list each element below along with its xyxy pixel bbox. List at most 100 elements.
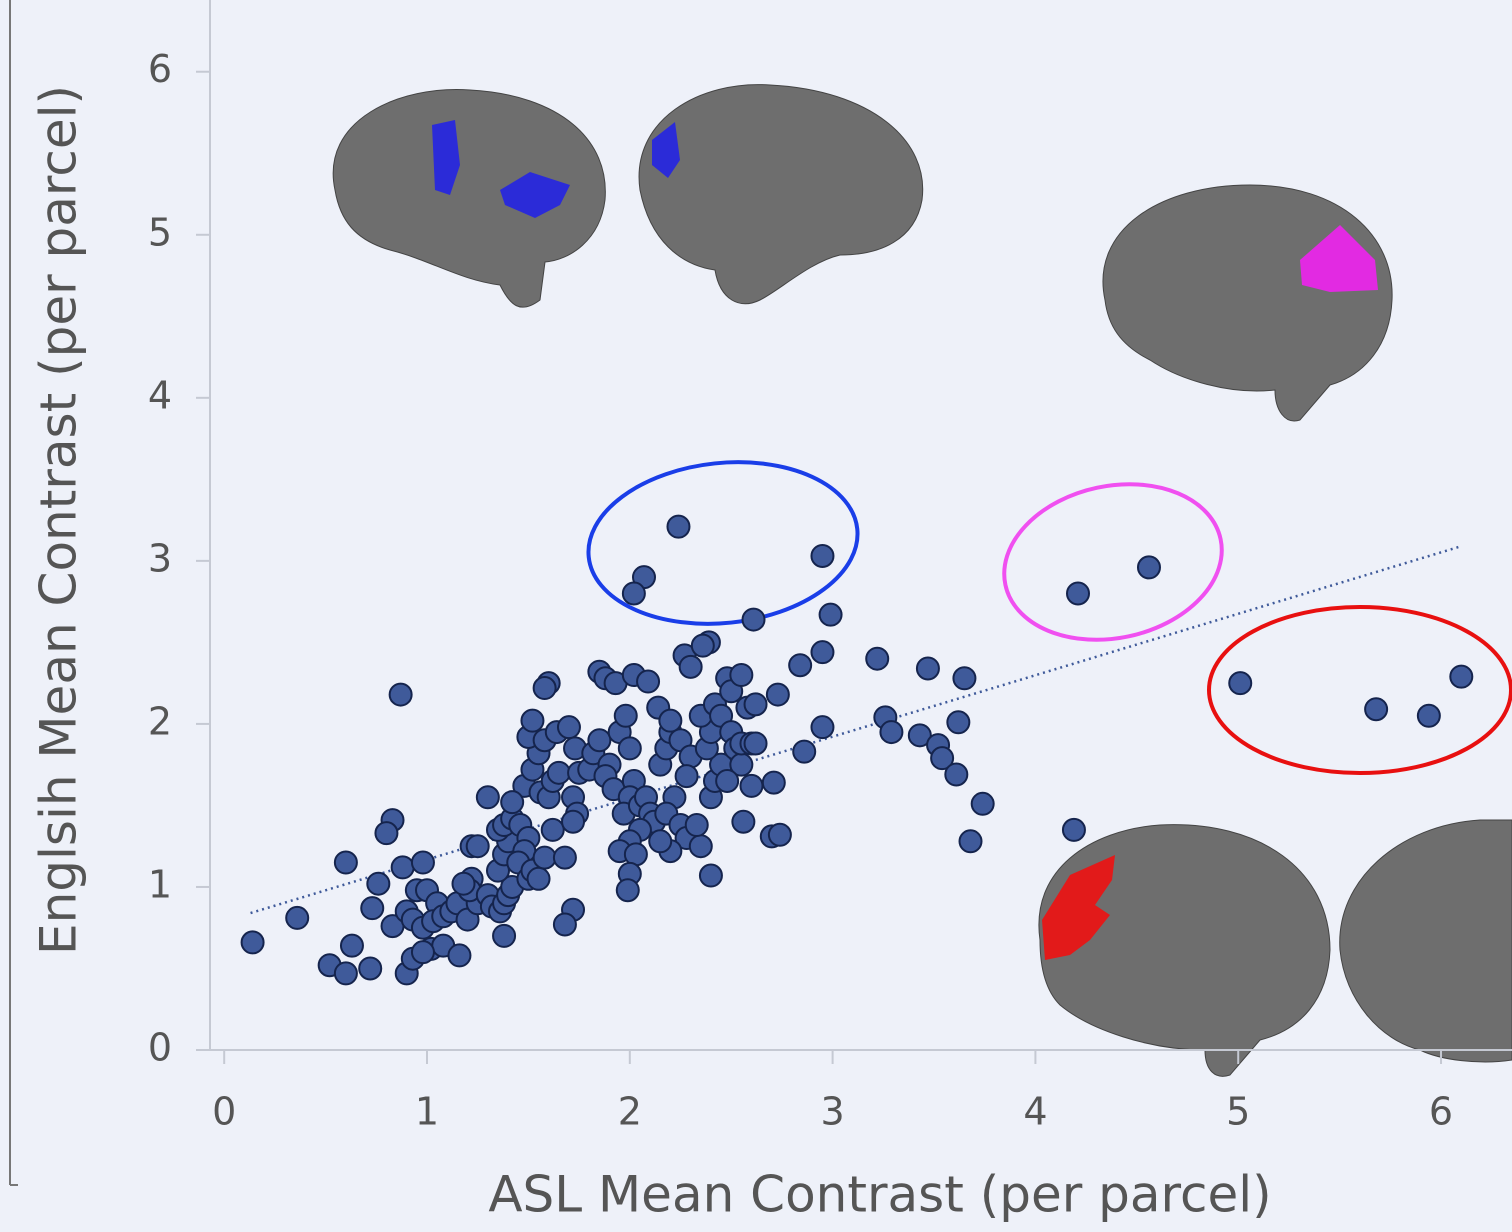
data-point <box>333 961 358 986</box>
y-tick-label: 2 <box>148 699 172 743</box>
data-point <box>1228 671 1253 696</box>
x-tick-label: 6 <box>1429 1090 1453 1134</box>
x-tick-label: 0 <box>212 1090 236 1134</box>
data-point <box>1449 664 1474 689</box>
y-axis-label: Englsih Mean Contrast (per parcel) <box>30 85 88 955</box>
data-point <box>360 896 385 921</box>
data-point <box>532 845 557 870</box>
data-point <box>333 850 358 875</box>
data-point <box>451 871 476 896</box>
highlight-ellipse <box>586 460 860 626</box>
data-point <box>743 692 768 717</box>
x-tick-label: 5 <box>1226 1090 1250 1134</box>
data-point <box>366 871 391 896</box>
data-point <box>475 785 500 810</box>
highlight-ellipse <box>1207 605 1512 775</box>
data-point <box>339 933 364 958</box>
data-point <box>587 728 612 753</box>
data-point <box>678 654 703 679</box>
data-point <box>952 666 977 691</box>
data-point <box>739 773 764 798</box>
x-tick-label: 3 <box>821 1090 845 1134</box>
data-point <box>285 905 310 930</box>
data-point <box>615 878 640 903</box>
data-point <box>617 736 642 761</box>
data-point <box>690 633 715 658</box>
data-point <box>688 834 713 859</box>
data-point <box>388 682 413 707</box>
data-point <box>636 669 661 694</box>
x-axis-label: ASL Mean Contrast (per parcel) <box>488 1166 1271 1224</box>
data-point <box>556 715 581 740</box>
data-point <box>658 708 683 733</box>
data-point <box>1364 697 1389 722</box>
brain <box>1038 824 1331 1077</box>
data-point <box>613 703 638 728</box>
data-point <box>818 602 843 627</box>
data-point <box>765 682 790 707</box>
data-point <box>358 956 383 981</box>
data-point <box>788 653 813 678</box>
x-tick-label: 2 <box>618 1090 642 1134</box>
data-point <box>621 581 646 606</box>
data-point <box>767 822 792 847</box>
data-point <box>532 676 557 701</box>
data-point <box>447 943 472 968</box>
data-point <box>390 855 415 880</box>
x-tick-label: 1 <box>415 1090 439 1134</box>
data-point <box>1061 817 1086 842</box>
data-point <box>540 817 565 842</box>
data-point <box>410 940 435 965</box>
data-point <box>865 646 890 671</box>
data-point <box>915 656 940 681</box>
data-point <box>731 809 756 834</box>
data-point <box>561 809 586 834</box>
brain <box>332 89 606 308</box>
data-point <box>465 834 490 859</box>
x-tick-label: 4 <box>1023 1090 1047 1134</box>
data-point <box>1136 555 1161 580</box>
data-point <box>666 514 691 539</box>
data-point <box>879 720 904 745</box>
data-point <box>500 790 525 815</box>
data-point <box>907 723 932 748</box>
data-point <box>546 760 571 785</box>
highlight-ellipses <box>586 460 1512 775</box>
data-point <box>958 829 983 854</box>
data-point <box>761 770 786 795</box>
data-point <box>698 863 723 888</box>
data-point <box>792 739 817 764</box>
data-point <box>674 764 699 789</box>
brain-images <box>332 84 1512 1077</box>
data-point <box>729 663 754 687</box>
data-point <box>684 813 709 837</box>
y-tick-label: 4 <box>148 373 172 417</box>
data-point <box>374 821 399 846</box>
y-tick-label: 3 <box>148 536 172 580</box>
data-point <box>410 850 435 875</box>
data-point <box>526 866 551 891</box>
data-point <box>1416 703 1441 728</box>
data-point <box>810 543 835 568</box>
data-point <box>743 731 768 756</box>
brain <box>1339 819 1512 1063</box>
brain <box>638 84 924 305</box>
data-point <box>741 607 766 632</box>
data-point <box>946 710 971 735</box>
data-point <box>648 829 673 854</box>
data-point <box>930 746 955 771</box>
data-point <box>1066 581 1090 606</box>
y-tick-label: 6 <box>148 47 172 91</box>
data-point <box>715 768 740 793</box>
data-point <box>492 923 517 948</box>
data-point <box>552 845 577 870</box>
brain <box>1102 184 1393 422</box>
data-point <box>240 930 265 955</box>
trendline <box>250 544 1462 915</box>
y-tick-label: 5 <box>148 210 172 254</box>
data-point <box>810 715 835 740</box>
data-point <box>552 912 577 937</box>
y-tick-label: 1 <box>148 862 172 906</box>
data-point <box>944 762 969 787</box>
